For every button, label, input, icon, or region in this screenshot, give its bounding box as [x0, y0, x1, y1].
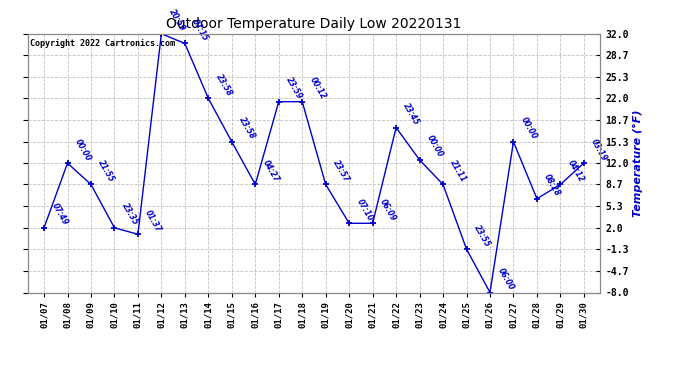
Text: 23:58: 23:58 [237, 116, 257, 141]
Text: 00:00: 00:00 [425, 134, 445, 159]
Text: 00:12: 00:12 [308, 76, 328, 101]
Text: 03:19: 03:19 [589, 137, 609, 162]
Text: 07:10: 07:10 [355, 197, 375, 222]
Text: 07:49: 07:49 [50, 202, 70, 227]
Y-axis label: Temperature (°F): Temperature (°F) [633, 110, 643, 217]
Text: 04:12: 04:12 [566, 158, 586, 184]
Text: Copyright 2022 Cartronics.com: Copyright 2022 Cartronics.com [30, 39, 175, 48]
Text: 01:37: 01:37 [144, 208, 164, 234]
Text: 07:15: 07:15 [190, 17, 210, 43]
Text: 20:59: 20:59 [167, 8, 187, 33]
Text: 00:00: 00:00 [519, 116, 539, 141]
Text: 21:55: 21:55 [97, 158, 117, 184]
Text: 23:59: 23:59 [284, 76, 304, 101]
Text: 04:27: 04:27 [261, 158, 281, 184]
Title: Outdoor Temperature Daily Low 20220131: Outdoor Temperature Daily Low 20220131 [166, 17, 462, 31]
Text: 23:58: 23:58 [214, 72, 234, 98]
Text: 00:00: 00:00 [73, 137, 93, 162]
Text: 08:28: 08:28 [542, 172, 562, 198]
Text: 23:45: 23:45 [402, 102, 422, 127]
Text: 23:57: 23:57 [331, 158, 351, 184]
Text: 06:09: 06:09 [378, 197, 398, 222]
Text: 06:00: 06:00 [495, 267, 515, 292]
Text: 21:11: 21:11 [448, 158, 469, 184]
Text: 23:55: 23:55 [472, 223, 492, 248]
Text: 23:35: 23:35 [120, 202, 140, 227]
